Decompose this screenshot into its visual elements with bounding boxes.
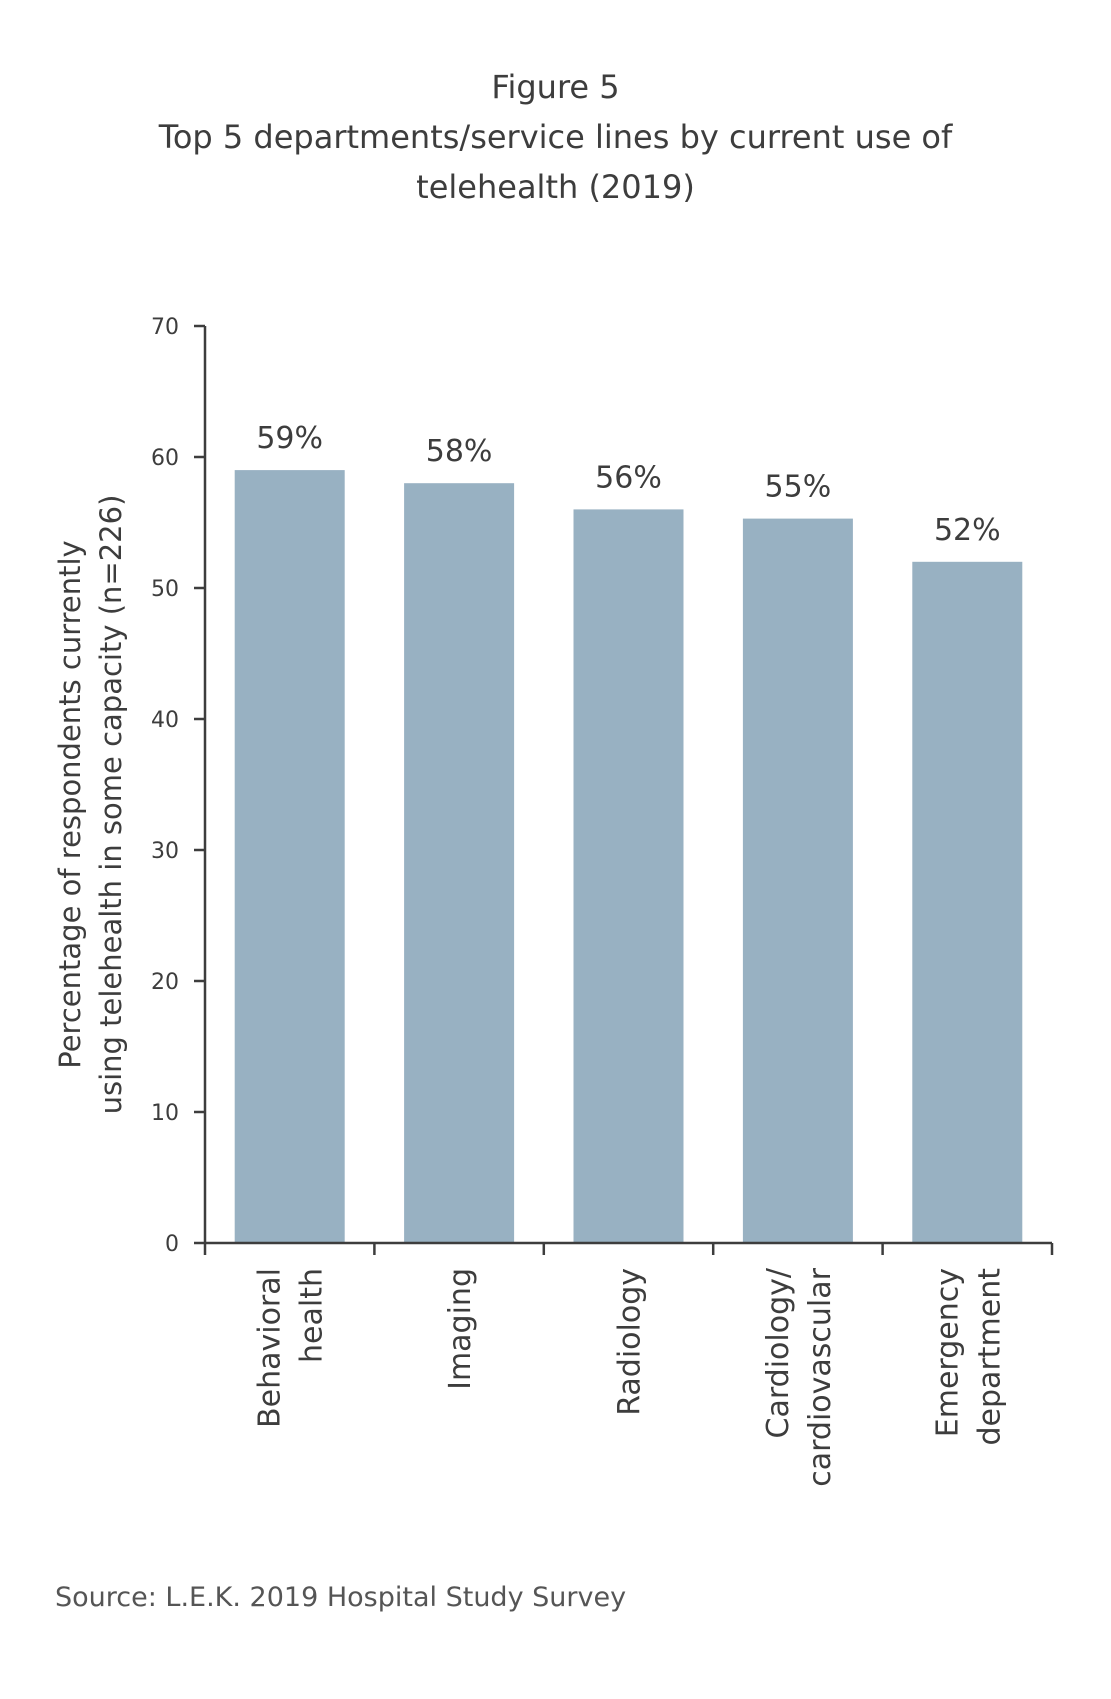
y-axis-title-line-2: using telehealth in some capacity (n=226… — [94, 495, 128, 1115]
y-tick-label-20: 20 — [151, 970, 179, 995]
chart-title-line-2: telehealth (2019) — [416, 168, 695, 206]
bar-3 — [573, 509, 684, 1243]
y-ticks-group: 0 10 20 30 40 50 60 70 — [151, 315, 205, 1257]
y-tick-label-60: 60 — [151, 446, 179, 471]
chart-title-line-1: Top 5 departments/service lines by curre… — [158, 118, 953, 156]
data-label-2: 58% — [426, 434, 493, 469]
bar-4 — [742, 518, 853, 1243]
x-tick-label-5-line-2: department — [972, 1268, 1007, 1446]
x-ticks-group — [203, 1243, 1054, 1255]
axes-group — [203, 326, 1052, 1245]
x-tick-label-3-line-1: Radiology — [613, 1268, 648, 1416]
figure-label: Figure 5 — [491, 68, 620, 106]
x-tick-label-1-line-2: health — [295, 1268, 330, 1363]
y-axis-title: Percentage of respondents currently using… — [53, 495, 128, 1115]
bar-5 — [912, 561, 1023, 1243]
data-label-5: 52% — [934, 513, 1001, 548]
bar-1 — [234, 470, 345, 1244]
x-tick-labels-group: Behavioral health Imaging Radiology Cardiolo… — [253, 1267, 1008, 1487]
x-tick-label-5-line-1: Emergency — [930, 1268, 965, 1437]
data-label-3: 56% — [595, 460, 662, 495]
x-tick-label-4-line-1: Cardiology/ — [761, 1267, 796, 1438]
x-tick-label-4: Cardiology/cardiovascular — [761, 1267, 838, 1487]
x-tick-label-1: Behavioral health — [253, 1268, 330, 1428]
bars-group — [234, 470, 1023, 1244]
bar-2 — [404, 483, 515, 1243]
x-tick-label-3: Radiology — [613, 1268, 648, 1416]
y-tick-label-50: 50 — [151, 577, 179, 602]
figure-header: Figure 5 Top 5 departments/service lines… — [0, 62, 1111, 212]
source-note: Source: L.E.K. 2019 Hospital Study Surve… — [55, 1582, 627, 1613]
x-tick-label-5: Emergency department — [930, 1268, 1007, 1446]
x-tick-label-4-line-2: cardiovascular — [803, 1267, 838, 1486]
x-tick-label-1-line-1: Behavioral — [253, 1268, 288, 1428]
x-tick-label-2-line-1: Imaging — [443, 1268, 478, 1390]
data-label-1: 59% — [256, 421, 323, 456]
y-tick-label-40: 40 — [151, 708, 179, 733]
y-tick-label-70: 70 — [151, 315, 179, 340]
y-tick-label-30: 30 — [151, 839, 179, 864]
y-tick-label-10: 10 — [151, 1101, 179, 1126]
x-tick-label-2: Imaging — [443, 1268, 478, 1390]
y-axis-title-line-1: Percentage of respondents currently — [53, 540, 87, 1068]
y-tick-label-0: 0 — [165, 1232, 179, 1257]
data-label-4: 55% — [765, 470, 832, 505]
data-labels-group: 59% 58% 56% 55% 52% — [256, 421, 1000, 548]
